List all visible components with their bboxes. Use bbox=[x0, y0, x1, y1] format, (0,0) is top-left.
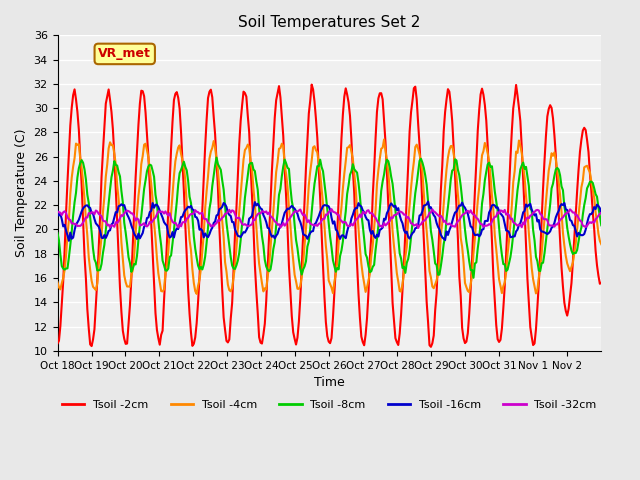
Tsoil -4cm bbox=[444, 155, 452, 160]
Line: Tsoil -32cm: Tsoil -32cm bbox=[58, 209, 601, 228]
Tsoil -4cm bbox=[72, 141, 80, 146]
Line: Tsoil -16cm: Tsoil -16cm bbox=[58, 202, 601, 241]
Tsoil -8cm bbox=[335, 266, 342, 272]
Tsoil -4cm bbox=[89, 284, 97, 289]
Tsoil -32cm bbox=[597, 210, 605, 216]
Tsoil -2cm bbox=[308, 82, 316, 87]
Tsoil -8cm bbox=[443, 216, 451, 222]
Tsoil -32cm bbox=[444, 222, 452, 228]
Tsoil -8cm bbox=[54, 230, 61, 236]
Tsoil -2cm bbox=[335, 197, 342, 203]
Tsoil -2cm bbox=[596, 281, 604, 287]
Tsoil -16cm bbox=[335, 233, 342, 239]
Tsoil -4cm bbox=[335, 240, 342, 246]
Tsoil -32cm bbox=[89, 210, 97, 216]
Tsoil -16cm bbox=[444, 232, 452, 238]
Tsoil -32cm bbox=[596, 211, 604, 216]
Tsoil -16cm bbox=[525, 202, 532, 208]
Tsoil -32cm bbox=[72, 221, 80, 227]
Tsoil -8cm bbox=[72, 190, 80, 196]
Tsoil -2cm bbox=[54, 341, 61, 347]
Tsoil -16cm bbox=[596, 205, 604, 211]
Tsoil -32cm bbox=[525, 216, 532, 221]
Tsoil -8cm bbox=[470, 275, 477, 281]
Tsoil -8cm bbox=[89, 246, 97, 252]
Line: Tsoil -4cm: Tsoil -4cm bbox=[58, 140, 601, 294]
Tsoil -16cm bbox=[65, 238, 73, 244]
Line: Tsoil -8cm: Tsoil -8cm bbox=[58, 157, 601, 278]
Tsoil -2cm bbox=[525, 301, 532, 307]
Tsoil -4cm bbox=[54, 279, 61, 285]
X-axis label: Time: Time bbox=[314, 376, 345, 389]
Tsoil -2cm bbox=[72, 96, 80, 102]
Tsoil -2cm bbox=[89, 336, 97, 342]
Tsoil -4cm bbox=[380, 137, 388, 143]
Tsoil -4cm bbox=[596, 238, 604, 244]
Tsoil -16cm bbox=[91, 216, 99, 222]
Y-axis label: Soil Temperature (C): Soil Temperature (C) bbox=[15, 129, 28, 257]
Line: Tsoil -2cm: Tsoil -2cm bbox=[58, 84, 601, 347]
Tsoil -2cm bbox=[427, 344, 435, 350]
Tsoil -2cm bbox=[597, 280, 605, 286]
Text: VR_met: VR_met bbox=[99, 48, 151, 60]
Tsoil -32cm bbox=[328, 206, 335, 212]
Tsoil -4cm bbox=[193, 291, 200, 297]
Tsoil -16cm bbox=[424, 199, 432, 204]
Tsoil -16cm bbox=[597, 210, 605, 216]
Tsoil -32cm bbox=[414, 225, 422, 231]
Tsoil -8cm bbox=[597, 222, 605, 228]
Tsoil -8cm bbox=[525, 183, 532, 189]
Tsoil -32cm bbox=[54, 209, 61, 215]
Tsoil -4cm bbox=[525, 230, 532, 236]
Tsoil -32cm bbox=[335, 212, 342, 218]
Tsoil -16cm bbox=[74, 219, 81, 225]
Tsoil -8cm bbox=[212, 155, 220, 160]
Title: Soil Temperatures Set 2: Soil Temperatures Set 2 bbox=[238, 15, 420, 30]
Tsoil -2cm bbox=[444, 86, 452, 92]
Tsoil -16cm bbox=[54, 208, 61, 214]
Legend: Tsoil -2cm, Tsoil -4cm, Tsoil -8cm, Tsoil -16cm, Tsoil -32cm: Tsoil -2cm, Tsoil -4cm, Tsoil -8cm, Tsoi… bbox=[58, 396, 601, 415]
Tsoil -8cm bbox=[596, 213, 604, 219]
Tsoil -4cm bbox=[597, 241, 605, 247]
